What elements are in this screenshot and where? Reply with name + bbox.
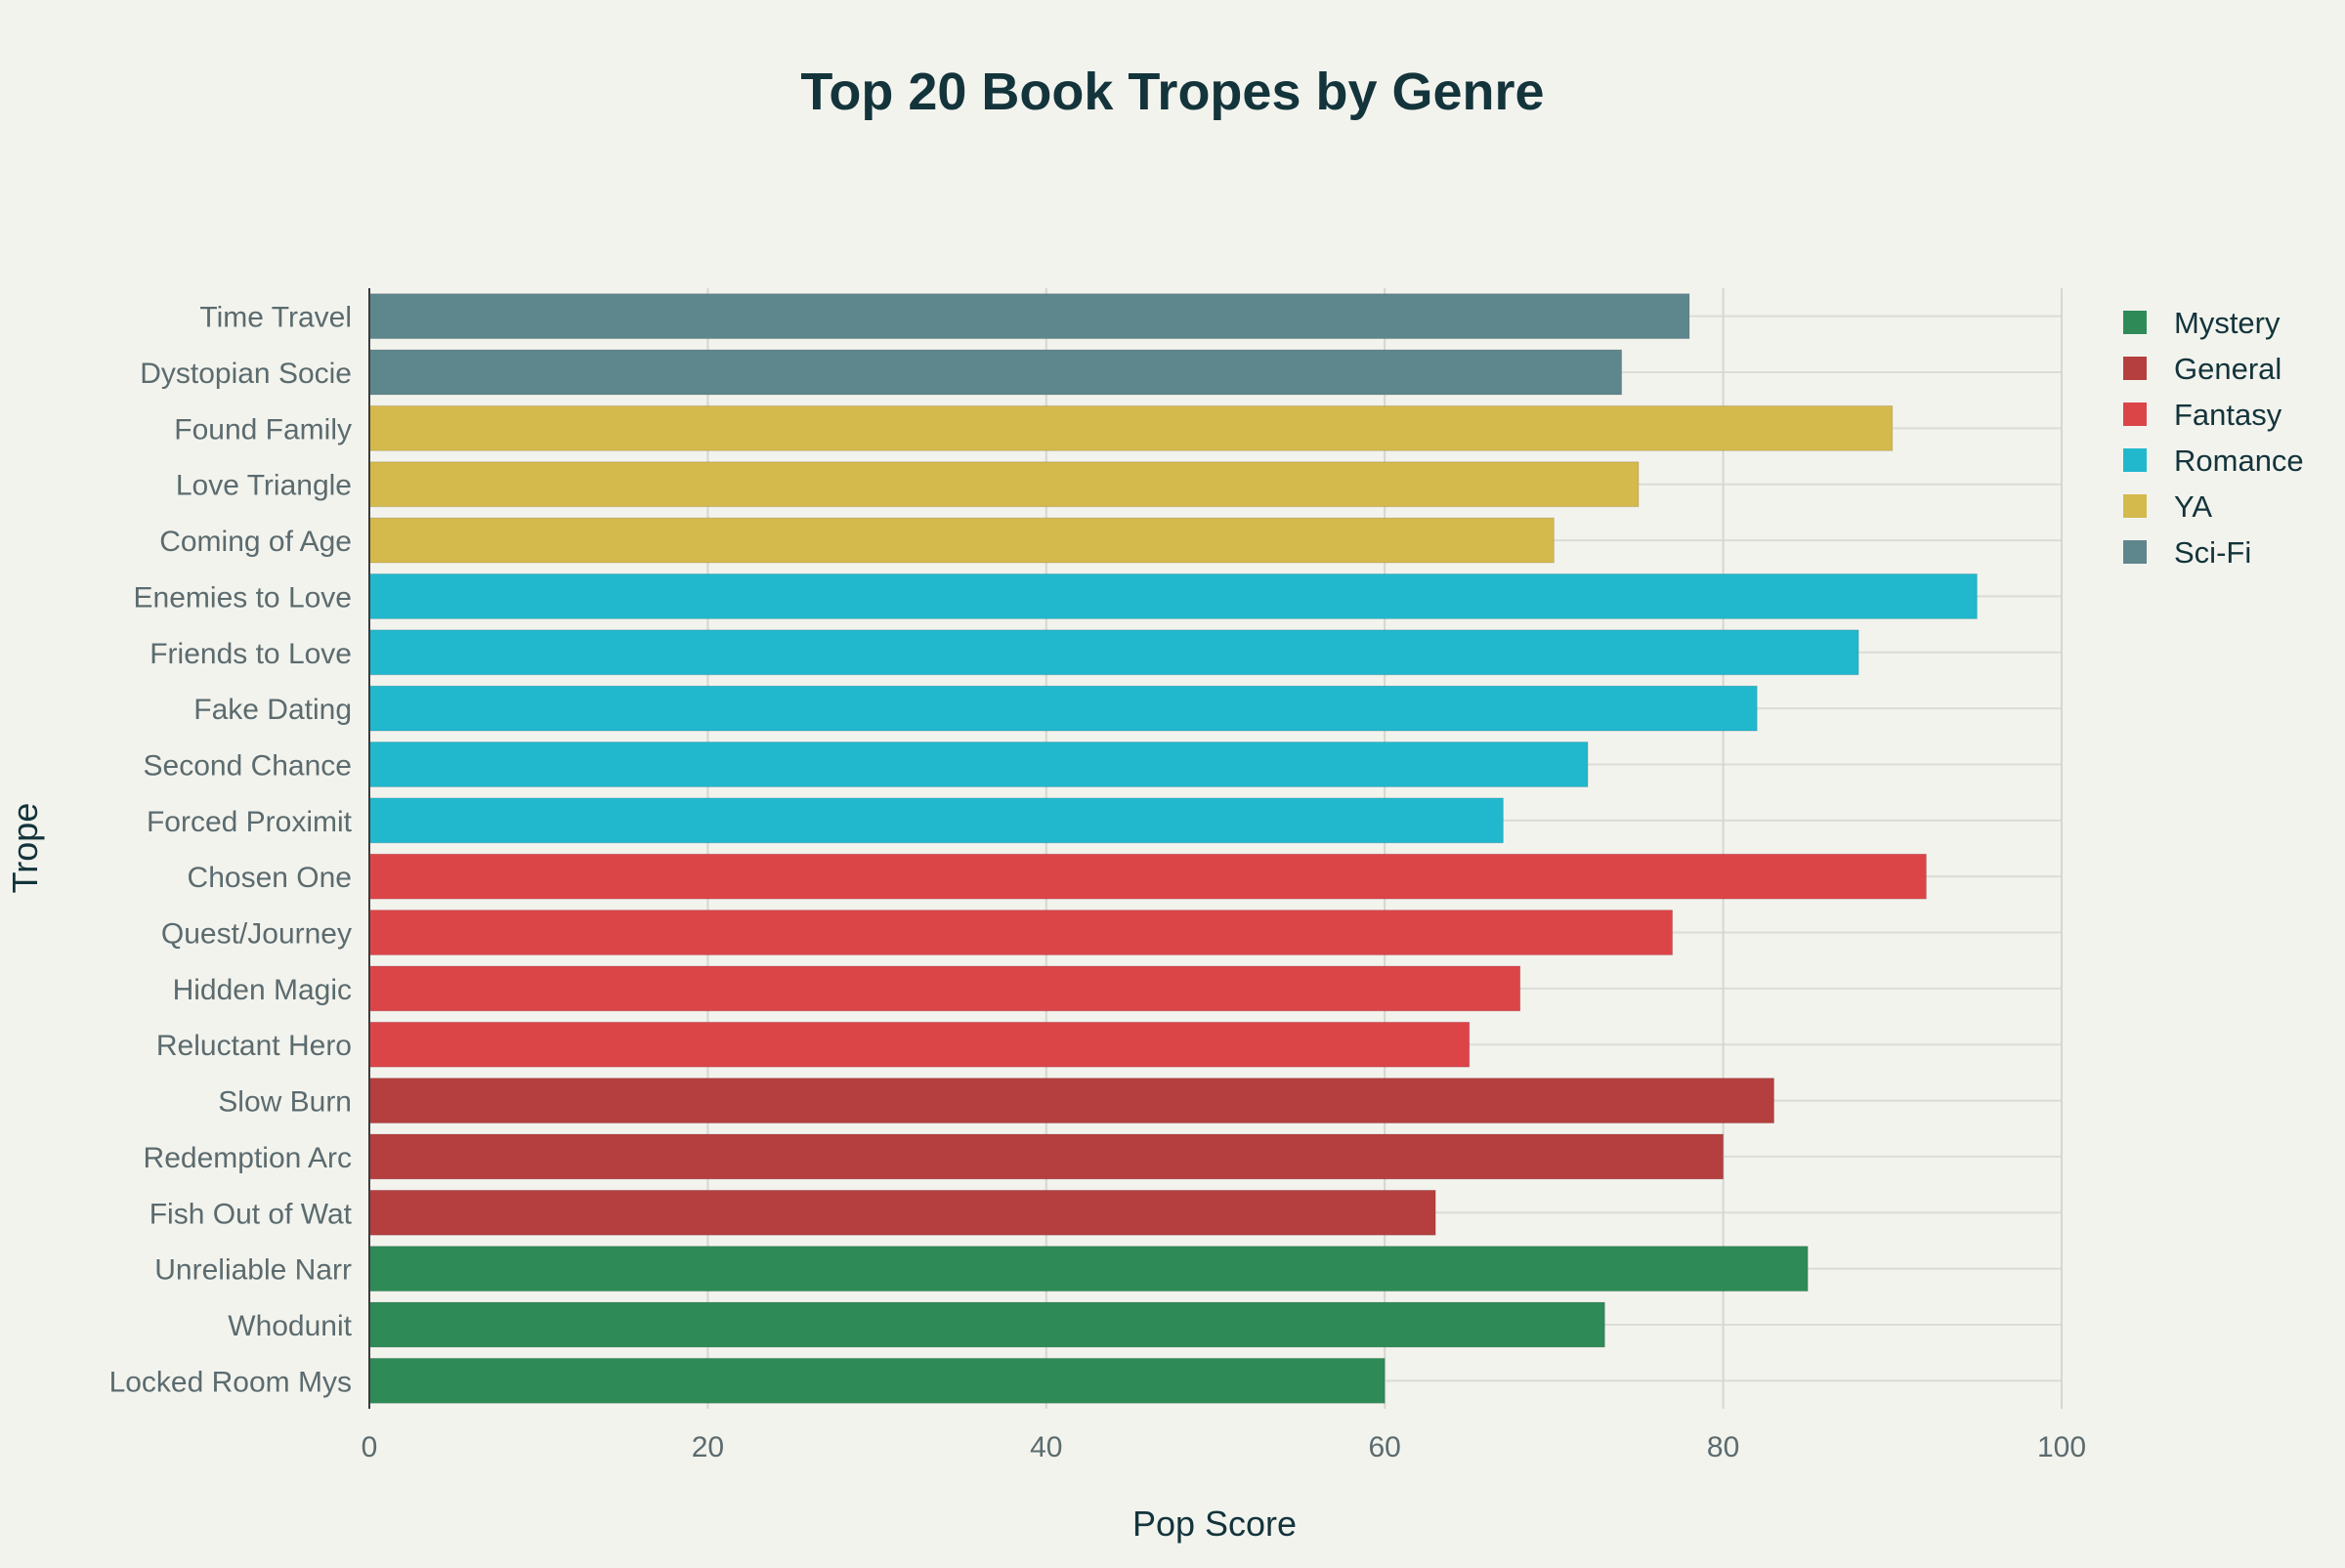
y-tick-label: Dystopian Socie	[140, 358, 352, 390]
y-tick-label: Found Family	[174, 413, 352, 445]
legend-item[interactable]: General	[2123, 352, 2281, 386]
legend-label: General	[2174, 352, 2281, 386]
bar[interactable]	[368, 293, 1690, 340]
bar[interactable]	[368, 1133, 1725, 1180]
y-tick-label: Forced Proximit	[147, 806, 353, 838]
legend-item[interactable]: Romance	[2123, 444, 2304, 478]
legend-label: YA	[2174, 489, 2212, 524]
x-tick-label: 20	[692, 1431, 724, 1463]
y-tick-label: Friends to Love	[149, 638, 352, 670]
x-tick-label: 40	[1030, 1431, 1062, 1463]
legend-label: Romance	[2174, 444, 2304, 478]
bar[interactable]	[368, 742, 1589, 787]
legend-label: Mystery	[2174, 306, 2281, 340]
bar-layer	[368, 293, 1978, 1404]
x-axis-title: Pop Score	[1132, 1504, 1297, 1544]
legend-item[interactable]: Mystery	[2123, 306, 2281, 340]
y-tick-label: Enemies to Love	[134, 581, 352, 614]
bar[interactable]	[368, 965, 1521, 1012]
x-tick-label: 0	[362, 1431, 378, 1463]
legend[interactable]: Mystery General Fantasy Romance YA Sci-Fi	[2123, 306, 2304, 570]
y-axis-title: Trope	[5, 803, 45, 894]
legend-label: Sci-Fi	[2174, 535, 2251, 570]
chart-title: Top 20 Book Tropes by Genre	[800, 63, 1544, 121]
x-tick-label: 80	[1707, 1431, 1739, 1463]
y-tick-label: Reluctant Hero	[156, 1030, 352, 1062]
bar[interactable]	[368, 629, 1859, 676]
grid-layer	[369, 288, 2063, 1409]
y-tick-label: Hidden Magic	[173, 974, 352, 1006]
y-tick-label: Redemption Arc	[144, 1142, 352, 1174]
bar[interactable]	[368, 517, 1555, 564]
bar[interactable]	[368, 1246, 1809, 1293]
label-layer: 0 20 40 60 80 100 Time Travel Dystopian Socie Fo…	[109, 302, 2086, 1463]
legend-swatch	[2123, 494, 2147, 518]
y-tick-label: Fish Out of Wat	[149, 1198, 353, 1230]
y-tick-label: Coming of Age	[159, 526, 352, 558]
y-tick-label: Love Triangle	[176, 470, 352, 502]
legend-swatch	[2123, 540, 2147, 564]
legend-label: Fantasy	[2174, 398, 2282, 432]
bar[interactable]	[368, 404, 1894, 451]
y-tick-label: Chosen One	[188, 862, 352, 894]
y-tick-label: Whodunit	[228, 1310, 352, 1342]
bar[interactable]	[368, 797, 1504, 844]
legend-swatch	[2123, 403, 2147, 426]
bar[interactable]	[368, 910, 1674, 955]
x-tick-label: 100	[2037, 1431, 2086, 1463]
legend-swatch	[2123, 357, 2147, 380]
legend-item[interactable]: YA	[2123, 489, 2212, 524]
bar[interactable]	[368, 1021, 1471, 1068]
y-tick-label: Time Travel	[199, 302, 352, 334]
y-tick-label: Second Chance	[144, 749, 353, 782]
y-tick-label: Quest/Journey	[161, 918, 352, 951]
bar[interactable]	[368, 349, 1623, 396]
y-tick-label: Unreliable Narr	[154, 1254, 352, 1287]
legend-item[interactable]: Fantasy	[2123, 398, 2282, 432]
y-tick-label: Fake Dating	[193, 694, 352, 726]
y-tick-label: Slow Burn	[218, 1086, 352, 1119]
bar[interactable]	[368, 1301, 1605, 1348]
bar[interactable]	[368, 1357, 1386, 1404]
legend-item[interactable]: Sci-Fi	[2123, 535, 2251, 570]
x-tick-label: 60	[1369, 1431, 1401, 1463]
bar[interactable]	[368, 1078, 1775, 1124]
bar[interactable]	[368, 1189, 1436, 1236]
legend-swatch	[2123, 311, 2147, 334]
bar[interactable]	[368, 853, 1927, 900]
bar[interactable]	[368, 572, 1978, 619]
y-tick-label: Locked Room Mys	[109, 1366, 352, 1398]
bar[interactable]	[368, 685, 1758, 732]
legend-swatch	[2123, 448, 2147, 472]
bar[interactable]	[368, 461, 1640, 508]
